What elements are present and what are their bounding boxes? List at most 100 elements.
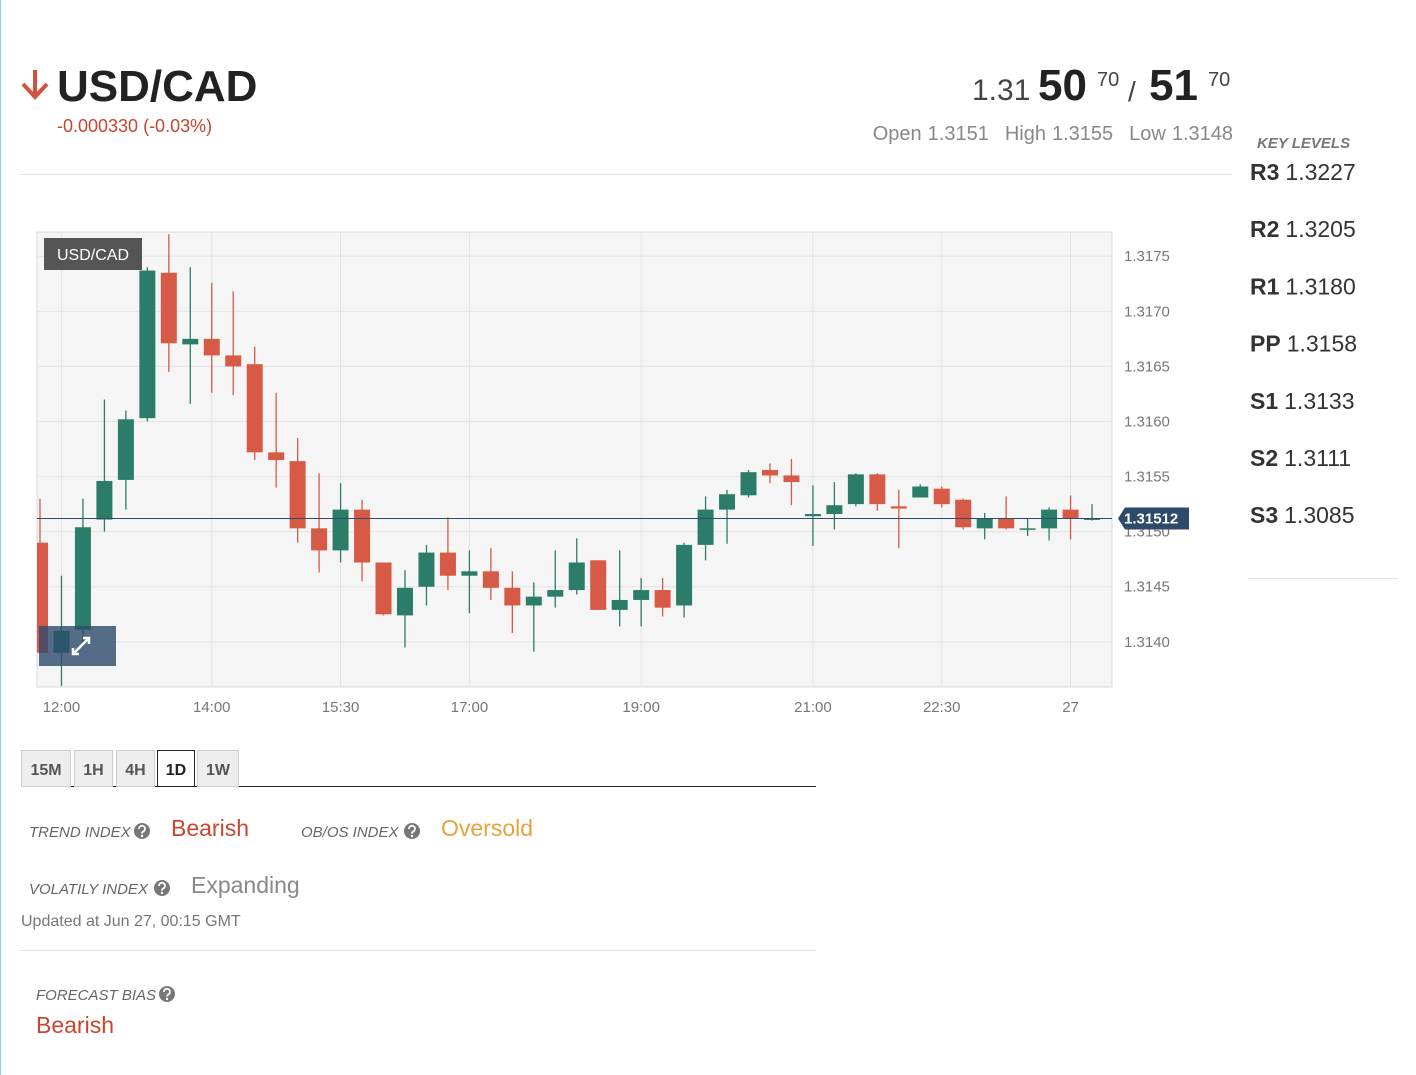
expand-icon bbox=[71, 636, 91, 656]
key-level: S3 1.3085 bbox=[1250, 502, 1355, 528]
level-label: R3 bbox=[1250, 159, 1279, 185]
candle-body bbox=[482, 571, 499, 588]
key-level: S1 1.3133 bbox=[1250, 388, 1355, 414]
x-tick-label: 27 bbox=[1062, 699, 1079, 716]
candle-body bbox=[461, 571, 478, 576]
candle-body bbox=[182, 338, 199, 345]
ask-fraction: 70 bbox=[1208, 69, 1230, 91]
symbol-badge bbox=[44, 238, 142, 270]
key-level: S2 1.3111 bbox=[1250, 445, 1351, 471]
tabs: 15M 1H 4H 1D 1W bbox=[21, 750, 239, 787]
stat-label: Low bbox=[1129, 123, 1166, 145]
level-label: S3 bbox=[1250, 502, 1278, 528]
level-value: 1.3180 bbox=[1285, 273, 1355, 299]
help-icon[interactable] bbox=[154, 880, 170, 896]
level-label: S1 bbox=[1250, 388, 1278, 414]
chart: 1.31401.31451.31501.31551.31601.31651.31… bbox=[37, 232, 1189, 716]
candle-body bbox=[1019, 528, 1036, 530]
candle-body bbox=[933, 488, 950, 505]
level-value: 1.3111 bbox=[1284, 445, 1351, 471]
bid-fraction: 70 bbox=[1097, 69, 1119, 91]
help-dot bbox=[165, 997, 169, 1001]
tab-label: 15M bbox=[30, 762, 61, 779]
x-tick-label: 12:00 bbox=[43, 699, 81, 716]
x-tick-label: 19:00 bbox=[622, 699, 660, 716]
tab[interactable] bbox=[74, 750, 113, 787]
symbol: USD/CAD bbox=[57, 62, 257, 111]
stat-label: High bbox=[1005, 123, 1046, 145]
x-tick-label: 17:00 bbox=[451, 699, 489, 716]
tab[interactable] bbox=[116, 750, 155, 787]
x-tick-label: 22:30 bbox=[923, 699, 961, 716]
y-tick-label: 1.3140 bbox=[1124, 634, 1170, 651]
level-label: PP bbox=[1250, 331, 1281, 357]
index-label: VOLATILY INDEX bbox=[29, 881, 149, 898]
candle-body bbox=[697, 509, 714, 545]
change: -0.000330 (-0.03%) bbox=[57, 116, 212, 136]
candle-body bbox=[354, 509, 371, 563]
key-level: R2 1.3205 bbox=[1250, 216, 1356, 242]
candle-body bbox=[268, 452, 285, 461]
level-value: 1.3085 bbox=[1284, 502, 1354, 528]
candle-body bbox=[719, 494, 736, 510]
plot-area bbox=[36, 231, 1113, 688]
candle-body bbox=[439, 552, 456, 576]
tab[interactable] bbox=[157, 750, 195, 787]
help-icon[interactable] bbox=[404, 823, 420, 839]
candle-body bbox=[611, 599, 628, 610]
last-price-label: 1.31512 bbox=[1124, 510, 1178, 527]
candle-body bbox=[654, 590, 671, 608]
stats: Open 1.3151 High 1.3155 Low 1.3148 bbox=[873, 123, 1233, 145]
candle-body bbox=[547, 590, 564, 597]
tab[interactable] bbox=[197, 750, 239, 787]
candle-body bbox=[869, 474, 886, 505]
help-icon[interactable] bbox=[159, 986, 175, 1002]
help-icon[interactable] bbox=[134, 823, 150, 839]
candle-body bbox=[96, 480, 113, 520]
help-glyph bbox=[158, 881, 166, 891]
candles bbox=[37, 234, 1101, 686]
candle-body bbox=[332, 509, 349, 551]
candle-body bbox=[804, 514, 821, 517]
candle-body bbox=[396, 587, 413, 616]
candle-body bbox=[761, 469, 778, 476]
level-label: R2 bbox=[1250, 216, 1279, 242]
x-tick-label: 21:00 bbox=[794, 699, 832, 716]
level-label: S2 bbox=[1250, 445, 1278, 471]
candle-body bbox=[590, 560, 607, 610]
y-tick-label: 1.3170 bbox=[1124, 303, 1170, 320]
help-glyph bbox=[138, 824, 146, 834]
expand-button[interactable] bbox=[39, 626, 116, 666]
candle-body bbox=[568, 562, 585, 591]
x-tick-label: 14:00 bbox=[193, 699, 231, 716]
last-price-tag bbox=[1118, 507, 1189, 530]
index-value: Bearish bbox=[171, 815, 249, 841]
candle-body bbox=[225, 355, 242, 367]
bid-big: 1.31 bbox=[972, 74, 1030, 107]
level-value: 1.3158 bbox=[1287, 331, 1357, 357]
candle-body bbox=[955, 499, 972, 528]
y-tick-label: 1.3145 bbox=[1124, 579, 1170, 596]
tab-label: 1H bbox=[83, 762, 103, 779]
candle-body bbox=[1084, 518, 1101, 520]
candle-body bbox=[139, 270, 156, 419]
stat-label: Open bbox=[873, 123, 922, 145]
stat-value: 1.3151 bbox=[928, 123, 989, 145]
candle-body bbox=[912, 486, 929, 498]
candle-body bbox=[633, 590, 650, 600]
candle-body bbox=[1062, 509, 1079, 519]
key-level: PP 1.3158 bbox=[1250, 331, 1357, 357]
icons bbox=[134, 823, 420, 1002]
candle-body bbox=[976, 518, 993, 529]
candle-body bbox=[740, 472, 757, 496]
key-level: R3 1.3227 bbox=[1250, 159, 1356, 185]
index-value: Expanding bbox=[191, 872, 300, 898]
candle-body bbox=[203, 338, 220, 356]
candle-body bbox=[676, 544, 693, 606]
x-tick-label: 15:30 bbox=[322, 699, 360, 716]
level-value: 1.3133 bbox=[1284, 388, 1354, 414]
tab[interactable] bbox=[21, 750, 71, 787]
key-level: R1 1.3180 bbox=[1250, 273, 1356, 299]
help-dot bbox=[160, 891, 164, 895]
